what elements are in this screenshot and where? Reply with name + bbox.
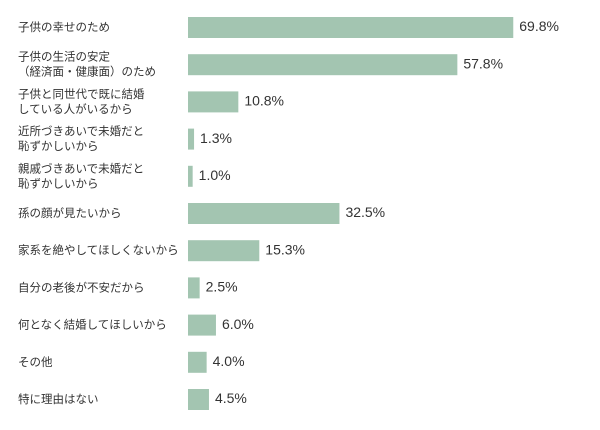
category-label-line: 孫の顔が見たいから	[18, 206, 122, 220]
bar	[188, 277, 200, 299]
bar	[188, 128, 195, 150]
bar	[188, 351, 207, 373]
value-label: 69.8%	[519, 18, 559, 34]
bar	[188, 389, 209, 410]
value-label: 1.0%	[199, 167, 231, 183]
value-label: 32.5%	[345, 204, 385, 220]
category-label: 近所づきあいで未婚だと恥ずかしいから	[18, 124, 144, 153]
category-label-line: 恥ずかしいから	[18, 176, 99, 190]
category-label-line: 何となく結婚してほしいから	[18, 318, 167, 332]
category-label: 何となく結婚してほしいから	[18, 318, 167, 332]
category-label: 子供と同世代で既に結婚している人がいるから	[18, 87, 145, 116]
category-label-line: 恥ずかしいから	[18, 139, 99, 153]
category-label-line: 子供と同世代で既に結婚	[18, 87, 145, 101]
category-label-line: その他	[18, 355, 53, 369]
value-label: 10.8%	[244, 93, 284, 109]
value-label: 1.3%	[200, 130, 232, 146]
bar	[188, 54, 458, 76]
category-label: 自分の老後が不安だから	[18, 280, 145, 294]
category-label: 親戚づきあいで未婚だと恥ずかしいから	[18, 161, 144, 190]
category-label-line: （経済面・健康面）のため	[18, 65, 156, 79]
category-label: その他	[18, 355, 53, 369]
category-label-line: 家系を絶やしてほしくないから	[18, 243, 179, 257]
value-label: 6.0%	[222, 316, 254, 332]
bar	[188, 240, 260, 262]
bar	[188, 203, 340, 224]
value-label: 15.3%	[265, 241, 305, 257]
bar	[188, 91, 239, 113]
category-label-line: 自分の老後が不安だから	[18, 280, 145, 294]
category-label: 孫の顔が見たいから	[18, 206, 122, 220]
category-label: 特に理由はない	[18, 392, 99, 406]
category-label-line: 親戚づきあいで未婚だと	[18, 161, 144, 175]
category-label-line: 子供の生活の安定	[18, 50, 110, 64]
value-label: 4.0%	[213, 353, 245, 369]
category-label: 子供の幸せのため	[18, 20, 110, 34]
bar	[188, 314, 216, 336]
bar	[188, 165, 193, 187]
bar	[188, 17, 514, 38]
category-label-line: 特に理由はない	[18, 392, 99, 406]
category-label: 家系を絶やしてほしくないから	[18, 243, 179, 257]
category-label-line: 近所づきあいで未婚だと	[18, 124, 144, 138]
category-label-line: している人がいるから	[18, 102, 133, 116]
category-label-line: 子供の幸せのため	[18, 20, 110, 34]
value-label: 4.5%	[215, 390, 247, 406]
value-label: 2.5%	[206, 279, 238, 295]
category-label: 子供の生活の安定（経済面・健康面）のため	[18, 50, 156, 79]
value-label: 57.8%	[463, 55, 503, 71]
